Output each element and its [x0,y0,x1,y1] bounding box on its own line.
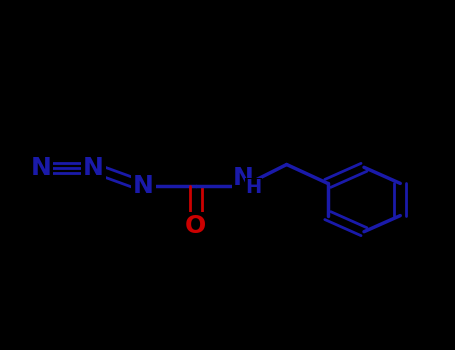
Text: N: N [30,156,51,180]
Text: N: N [233,167,254,190]
Text: O: O [185,214,206,238]
Text: N: N [133,174,154,198]
Text: N: N [83,156,104,180]
Text: H: H [245,178,262,197]
